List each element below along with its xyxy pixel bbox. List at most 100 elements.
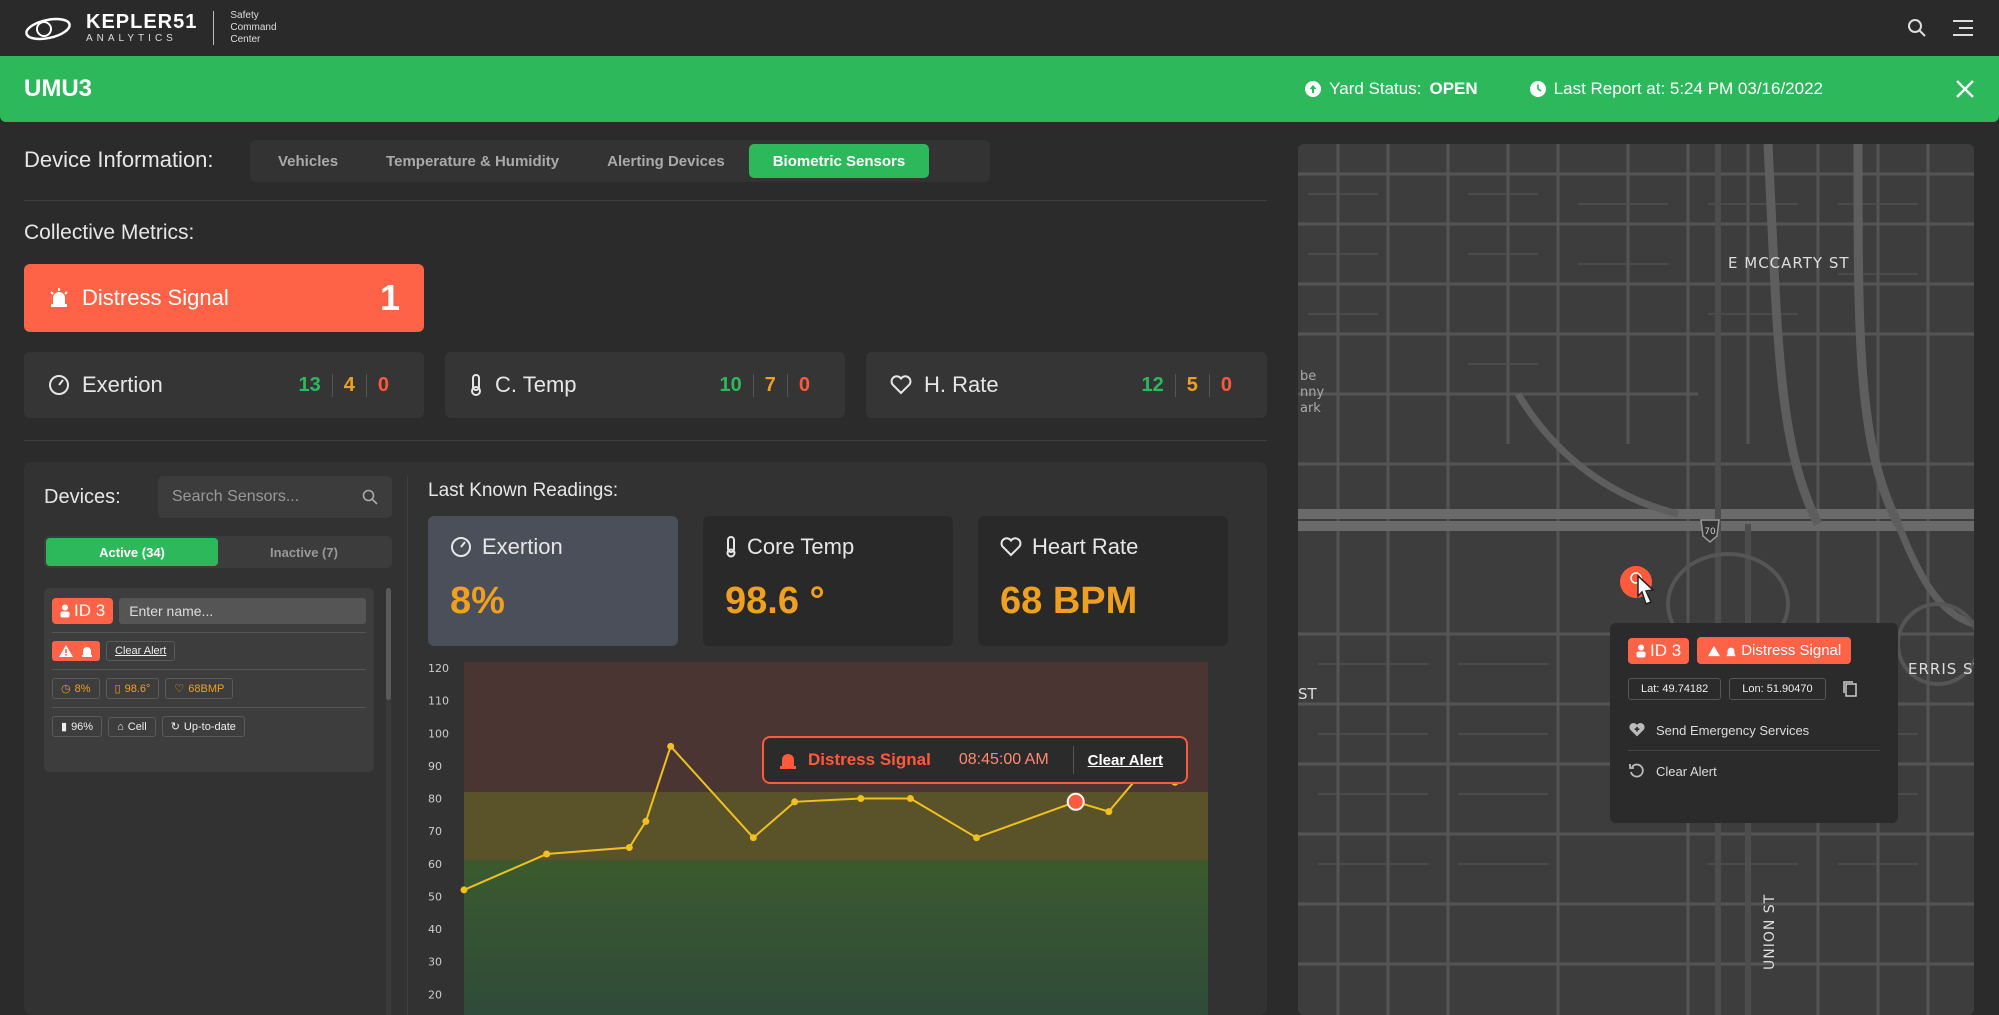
divider xyxy=(52,707,366,708)
network-pill: ⌂ Cell xyxy=(108,716,156,737)
last-report: Last Report at: 5:24 PM 03/16/2022 xyxy=(1529,79,1823,99)
data-point xyxy=(667,742,675,750)
tab-inactive-devices[interactable]: Inactive (7) xyxy=(270,544,338,560)
scrollbar-thumb[interactable] xyxy=(386,588,391,700)
street-label: E MCCARTY ST xyxy=(1728,254,1850,272)
brand-logo[interactable]: KEPLER51 ANALYTICS Safety Command Center xyxy=(24,10,277,46)
heart-rate-reading-card[interactable]: Heart Rate 68 BPM xyxy=(978,516,1228,646)
device-name-input[interactable] xyxy=(119,598,366,624)
heart-rate-metric-card[interactable]: H. Rate 12 5 0 xyxy=(866,352,1267,418)
device-tabs: Vehicles Temperature & Humidity Alerting… xyxy=(250,140,990,182)
device-card[interactable]: ID 3 Clear Alert ◷8% ▯98.6° ♡68BMP ▮96% xyxy=(44,588,374,772)
tab-biometric-sensors[interactable]: Biometric Sensors xyxy=(748,144,930,178)
thermometer-icon xyxy=(471,374,481,396)
tab-vehicles[interactable]: Vehicles xyxy=(278,152,339,170)
sync-value: Up-to-date xyxy=(183,720,236,733)
popup-clear-alert-label: Clear Alert xyxy=(1656,763,1717,779)
alert-indicators xyxy=(52,641,100,661)
site-banner: UMU3 Yard Status: OPEN Last Report at: 5… xyxy=(0,56,1999,122)
y-tick-label: 50 xyxy=(428,890,442,903)
clear-alert-button[interactable]: Clear Alert xyxy=(106,641,176,661)
divider xyxy=(24,200,1267,201)
threshold-bands xyxy=(464,662,1208,1015)
battery-value: 96% xyxy=(71,720,94,733)
metric-green-count: 12 xyxy=(1141,373,1164,396)
data-point xyxy=(1105,808,1113,816)
device-list-scrollbar[interactable] xyxy=(386,588,391,1015)
interstate-shield-label: 70 xyxy=(1704,527,1716,537)
core-temp-metric-card[interactable]: C. Temp 10 7 0 xyxy=(445,352,845,418)
tooltip-clear-alert-button[interactable]: Clear Alert xyxy=(1087,751,1163,769)
search-input[interactable] xyxy=(172,488,352,506)
cell-icon: ⌂ xyxy=(117,720,124,733)
y-tick-label: 90 xyxy=(428,760,442,773)
y-tick-label: 70 xyxy=(428,825,442,838)
y-axis-ticks: 120110100908070605040302010 xyxy=(428,662,449,1001)
tab-active-devices[interactable]: Active (34) xyxy=(46,538,218,566)
device-information-label: Device Information: xyxy=(24,147,214,172)
yard-status-value: OPEN xyxy=(1429,79,1478,98)
search-icon[interactable] xyxy=(1907,18,1927,38)
metric-green-count: 13 xyxy=(298,373,321,396)
logo-separator xyxy=(213,11,215,45)
y-tick-label: 30 xyxy=(428,956,442,969)
tooltip-label: Distress Signal xyxy=(808,750,931,769)
distress-signal-card[interactable]: Distress Signal 1 xyxy=(24,264,424,332)
heart-rate-pill: ♡ 68BMP xyxy=(165,678,234,699)
thermometer-icon: ▯ xyxy=(114,683,121,695)
map-label-fragment: be xyxy=(1300,369,1316,384)
series-line xyxy=(463,744,1176,891)
siren-icon xyxy=(82,647,92,657)
metric-orange-count: 5 xyxy=(1174,373,1209,397)
clock-icon xyxy=(1529,81,1546,97)
site-map[interactable]: 70 E MCCARTY ST ERRIS ST ST UNION ST be … xyxy=(1298,144,1974,1015)
divider xyxy=(52,632,366,633)
copy-icon[interactable] xyxy=(1842,680,1858,698)
tagline-line-2: Command xyxy=(230,22,277,33)
y-tick-label: 60 xyxy=(428,858,442,871)
exertion-metric-card[interactable]: Exertion 13 4 0 xyxy=(24,352,424,418)
y-tick-label: 110 xyxy=(428,695,449,708)
reading-value: 98.6 ° xyxy=(725,580,825,622)
gauge-icon: ◷ xyxy=(61,683,71,695)
send-emergency-services-button[interactable]: Send Emergency Services xyxy=(1628,710,1880,750)
close-icon[interactable] xyxy=(1955,79,1975,99)
person-icon xyxy=(1636,644,1646,657)
tooltip-time: 08:45:00 AM xyxy=(958,751,1049,768)
sensor-search xyxy=(158,476,392,518)
y-tick-label: 100 xyxy=(428,727,449,740)
person-icon xyxy=(60,604,70,618)
heart-icon xyxy=(1000,537,1022,557)
data-point xyxy=(973,834,981,842)
y-tick-label: 40 xyxy=(428,923,442,936)
popup-id-badge: ID 3 xyxy=(1628,637,1690,664)
tab-temperature-humidity[interactable]: Temperature & Humidity xyxy=(386,152,560,170)
distress-tooltip: Distress Signal 08:45:00 AM Clear Alert xyxy=(762,736,1188,784)
longitude: Lon: 51.90470 xyxy=(1729,678,1826,700)
tab-alerting-devices[interactable]: Alerting Devices xyxy=(607,152,725,170)
data-point xyxy=(625,844,633,851)
map-canvas[interactable]: 70 E MCCARTY ST ERRIS ST ST UNION ST be … xyxy=(1298,144,1974,1015)
devices-panel: Devices: Active (34) Inactive (7) ID 3 xyxy=(24,462,1267,1015)
thermometer-icon xyxy=(726,536,736,558)
popup-status-badge: Distress Signal xyxy=(1697,637,1852,664)
warning-icon xyxy=(59,645,73,657)
popup-clear-alert-button[interactable]: Clear Alert xyxy=(1628,751,1880,791)
data-point xyxy=(791,798,799,806)
alert-data-point xyxy=(1066,792,1085,811)
clear-alert-label: Clear Alert xyxy=(115,645,167,657)
tagline-line-3: Center xyxy=(230,34,261,45)
collective-metrics-label: Collective Metrics: xyxy=(24,221,195,244)
interstate-shield-icon xyxy=(1700,519,1720,543)
data-point xyxy=(857,795,865,803)
data-point xyxy=(906,795,914,803)
divider xyxy=(1628,750,1880,751)
metric-label: Exertion xyxy=(82,372,163,397)
core-temp-reading-card[interactable]: Core Temp 98.6 ° xyxy=(703,516,953,646)
exertion-reading-card[interactable]: Exertion 8% xyxy=(428,516,678,646)
network-value: Cell xyxy=(127,720,147,733)
search-icon[interactable] xyxy=(362,489,378,505)
map-popup: ID 3 Distress Signal Lat: 49.74182 Lon: … xyxy=(1610,623,1898,823)
last-known-readings-label: Last Known Readings: xyxy=(428,480,619,501)
menu-icon[interactable] xyxy=(1951,19,1975,37)
